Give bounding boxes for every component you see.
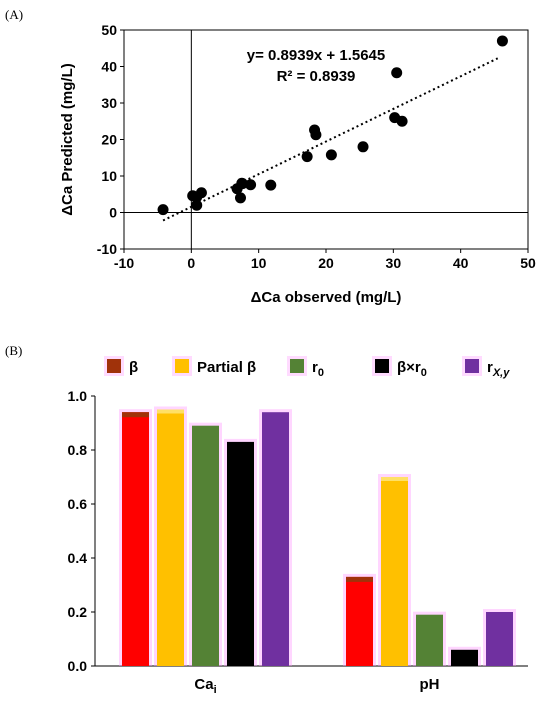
bar [346, 576, 373, 666]
x-tick-label: 10 [251, 255, 267, 271]
legend-swatch [290, 359, 304, 373]
y-tick-label: -10 [97, 241, 117, 257]
legend-label: Partial β [197, 359, 256, 376]
data-point [191, 199, 203, 211]
legend-item: rX,y [462, 356, 510, 379]
bar-beta-cap [122, 412, 149, 418]
data-point [245, 179, 257, 191]
legend-label: r0 [312, 359, 324, 379]
data-point [157, 204, 169, 216]
category-label: Cai [194, 676, 216, 696]
x-tick-label: 20 [318, 255, 334, 271]
bar [451, 649, 478, 666]
r-squared-label: R² = 0.8939 [277, 68, 356, 85]
y-tick-label: 40 [101, 59, 117, 75]
y-tick-label: 10 [101, 168, 117, 184]
trendline [162, 57, 499, 222]
legend-label: β×r0 [397, 359, 427, 379]
legend-item: β×r0 [372, 356, 427, 379]
bar [227, 441, 254, 666]
legend-item: r0 [287, 356, 324, 379]
legend-swatch [107, 359, 121, 373]
data-point [234, 192, 246, 204]
data-point [496, 35, 508, 47]
legend-label: β [129, 359, 138, 376]
legend-item: Partial β [172, 356, 256, 376]
legend-item: β [104, 356, 138, 376]
y-axis-title: ΔCa Predicted (mg/L) [59, 63, 76, 215]
x-tick-label: 30 [386, 255, 402, 271]
bar-y-tick-label: 0.8 [68, 442, 88, 458]
legend-label: rX,y [487, 359, 510, 379]
y-tick-label: 20 [101, 132, 117, 148]
legend-swatch [175, 359, 189, 373]
legend-swatch [375, 359, 389, 373]
y-tick-label: 30 [101, 95, 117, 111]
x-tick-label: 40 [453, 255, 469, 271]
x-axis-title: ΔCa observed (mg/L) [251, 289, 402, 306]
bar-beta-cap [346, 576, 373, 582]
data-point [396, 115, 408, 127]
bar-y-tick-label: 0.4 [68, 550, 88, 566]
y-tick-label: 0 [109, 205, 117, 221]
data-point [310, 129, 322, 141]
bar [157, 409, 184, 666]
data-point [357, 141, 369, 153]
bar [122, 412, 149, 666]
data-point [237, 178, 249, 190]
data-point [301, 151, 313, 163]
legend-swatch [465, 359, 479, 373]
bar [381, 477, 408, 666]
bar [416, 614, 443, 666]
bar-y-tick-label: 0.6 [68, 496, 88, 512]
bar-partial-cap [157, 409, 184, 414]
bar-y-tick-label: 0.2 [68, 604, 88, 620]
bar [262, 412, 289, 666]
bar-partial-cap [381, 477, 408, 481]
data-point [265, 179, 277, 191]
regression-equation: y= 0.8939x + 1.5645 [247, 47, 385, 64]
bar-y-tick-label: 1.0 [68, 388, 88, 404]
data-point [391, 67, 403, 79]
x-tick-label: 50 [520, 255, 536, 271]
x-tick-label: 0 [187, 255, 195, 271]
y-tick-label: 50 [101, 22, 117, 38]
bar [486, 612, 513, 666]
x-tick-label: -10 [114, 255, 134, 271]
data-point [325, 149, 337, 161]
bar-y-tick-label: 0.0 [68, 658, 88, 674]
panel-b-label: (B) [5, 343, 23, 358]
panel-a-label: (A) [5, 7, 24, 22]
category-label: pH [420, 676, 440, 693]
data-point [195, 187, 207, 199]
bar [192, 425, 219, 666]
